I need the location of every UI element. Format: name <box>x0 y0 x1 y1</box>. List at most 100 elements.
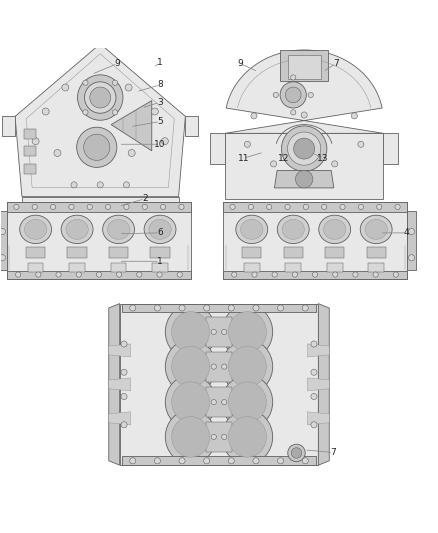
Text: 7: 7 <box>331 448 336 457</box>
Circle shape <box>83 80 88 85</box>
Text: 8: 8 <box>157 80 163 90</box>
FancyBboxPatch shape <box>111 263 127 272</box>
Text: 7: 7 <box>333 59 339 68</box>
FancyBboxPatch shape <box>122 456 316 465</box>
Circle shape <box>62 84 69 91</box>
Circle shape <box>278 458 284 464</box>
Text: 12: 12 <box>278 154 290 163</box>
Circle shape <box>228 305 234 311</box>
Ellipse shape <box>228 346 266 387</box>
Circle shape <box>292 272 297 277</box>
Circle shape <box>204 305 210 311</box>
Polygon shape <box>383 133 398 164</box>
Circle shape <box>308 92 313 98</box>
Circle shape <box>85 82 116 113</box>
Circle shape <box>395 204 400 209</box>
Circle shape <box>290 75 296 80</box>
Circle shape <box>32 138 39 144</box>
FancyBboxPatch shape <box>223 271 407 279</box>
Polygon shape <box>307 378 329 391</box>
Circle shape <box>230 204 235 209</box>
Circle shape <box>303 204 308 209</box>
Ellipse shape <box>228 382 266 423</box>
FancyBboxPatch shape <box>69 263 85 272</box>
Circle shape <box>302 305 308 311</box>
Ellipse shape <box>365 220 387 239</box>
Circle shape <box>286 87 301 103</box>
Ellipse shape <box>222 410 273 464</box>
Circle shape <box>290 110 296 115</box>
FancyBboxPatch shape <box>24 164 36 174</box>
Circle shape <box>351 113 357 119</box>
FancyBboxPatch shape <box>28 263 43 272</box>
Circle shape <box>272 272 277 277</box>
Text: 3: 3 <box>157 98 163 107</box>
Ellipse shape <box>25 220 47 239</box>
Circle shape <box>311 369 317 375</box>
Circle shape <box>42 108 49 115</box>
Polygon shape <box>185 116 198 135</box>
Circle shape <box>358 141 364 147</box>
Circle shape <box>113 80 118 85</box>
Ellipse shape <box>282 220 304 239</box>
Polygon shape <box>109 412 131 425</box>
Ellipse shape <box>102 215 134 244</box>
Ellipse shape <box>324 220 346 239</box>
Circle shape <box>90 87 111 108</box>
FancyBboxPatch shape <box>223 202 407 279</box>
Circle shape <box>295 171 313 188</box>
Ellipse shape <box>172 312 210 352</box>
Circle shape <box>278 305 284 311</box>
FancyBboxPatch shape <box>120 304 318 465</box>
Circle shape <box>409 255 415 261</box>
Circle shape <box>124 204 129 209</box>
Circle shape <box>285 204 290 209</box>
Text: 9: 9 <box>237 59 243 68</box>
Polygon shape <box>307 412 329 425</box>
Circle shape <box>271 161 277 167</box>
Circle shape <box>130 458 136 464</box>
Circle shape <box>253 458 259 464</box>
Circle shape <box>222 364 227 369</box>
Polygon shape <box>0 211 7 270</box>
Ellipse shape <box>165 410 216 464</box>
FancyBboxPatch shape <box>327 263 343 272</box>
Text: 6: 6 <box>157 228 163 237</box>
FancyBboxPatch shape <box>7 202 191 212</box>
Ellipse shape <box>360 215 392 244</box>
Circle shape <box>142 204 148 209</box>
Circle shape <box>179 204 184 209</box>
Polygon shape <box>275 171 334 188</box>
Ellipse shape <box>319 215 351 244</box>
Circle shape <box>211 400 216 405</box>
Text: 4: 4 <box>404 228 410 237</box>
Circle shape <box>222 329 227 335</box>
Circle shape <box>121 393 127 400</box>
Circle shape <box>36 272 41 277</box>
Ellipse shape <box>165 375 216 429</box>
Circle shape <box>125 84 132 91</box>
Polygon shape <box>109 344 131 357</box>
Ellipse shape <box>165 340 216 394</box>
FancyBboxPatch shape <box>67 247 87 258</box>
Polygon shape <box>307 344 329 357</box>
Polygon shape <box>211 133 225 164</box>
FancyBboxPatch shape <box>280 51 328 81</box>
Polygon shape <box>22 197 179 211</box>
Circle shape <box>121 422 127 428</box>
Circle shape <box>124 182 130 188</box>
Circle shape <box>311 341 317 347</box>
Circle shape <box>280 82 306 108</box>
Circle shape <box>117 272 122 277</box>
Circle shape <box>211 364 216 369</box>
Polygon shape <box>225 133 383 199</box>
Circle shape <box>154 305 160 311</box>
Circle shape <box>128 149 135 157</box>
Circle shape <box>50 204 56 209</box>
FancyBboxPatch shape <box>109 247 128 258</box>
Circle shape <box>69 204 74 209</box>
Circle shape <box>204 458 210 464</box>
Ellipse shape <box>240 220 263 239</box>
Text: 10: 10 <box>154 140 166 149</box>
FancyBboxPatch shape <box>223 202 407 212</box>
